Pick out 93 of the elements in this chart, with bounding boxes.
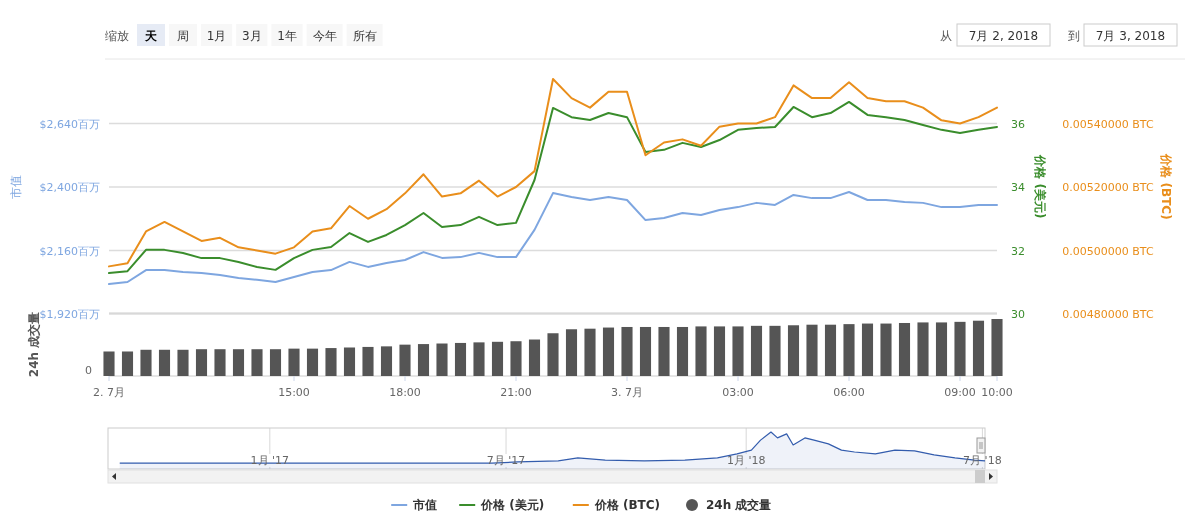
text: 天	[144, 29, 158, 43]
legend-label: 市值	[412, 498, 438, 512]
x-tick-label: 2. 7月	[93, 386, 125, 399]
text: 所有	[352, 29, 377, 43]
bar	[269, 349, 282, 376]
bar	[584, 328, 596, 376]
bar	[898, 322, 911, 376]
bar	[824, 324, 837, 376]
bar	[473, 342, 485, 376]
legend-label: 24h 成交量	[706, 498, 772, 512]
text: 3月	[241, 29, 262, 43]
text: 周	[177, 29, 189, 43]
bar	[232, 349, 245, 376]
text: 1月	[206, 29, 227, 43]
line-series	[108, 191, 998, 286]
bar	[972, 320, 985, 376]
bar	[676, 326, 689, 376]
bar	[547, 333, 559, 376]
y-tick-label: $2,400百万	[39, 181, 100, 194]
bar	[528, 339, 541, 376]
y-tick-label: $1,920百万	[39, 308, 100, 321]
y3-tick-label: 0.00540000 BTC	[1062, 117, 1154, 131]
bar	[177, 349, 189, 376]
text: 7月 2, 2018	[968, 29, 1039, 43]
y3-tick-label: 0.00480000 BTC	[1062, 308, 1154, 321]
bar	[658, 326, 670, 376]
bar	[436, 343, 448, 376]
x-tick-label: 1月 '18	[726, 454, 766, 467]
bar	[491, 341, 504, 376]
bar	[158, 349, 171, 376]
bar	[806, 324, 818, 376]
bar	[639, 326, 652, 376]
bar	[362, 346, 374, 376]
bar	[935, 322, 948, 376]
bar	[954, 321, 966, 376]
bar	[843, 324, 855, 376]
text: 0	[85, 364, 92, 377]
bar	[917, 322, 929, 376]
bar	[713, 326, 726, 376]
bar	[103, 351, 115, 376]
y3-tick-label: 0.00500000 BTC	[1062, 244, 1154, 258]
x-tick-label: 18:00	[389, 386, 421, 399]
y2-axis-title: 价格 (美元)	[1033, 154, 1047, 219]
x-tick-label: 3. 7月	[611, 386, 643, 399]
y3-axis-title: 价格 (BTC)	[1159, 153, 1173, 220]
bar	[880, 323, 892, 376]
bar	[306, 348, 319, 376]
text: 从	[940, 29, 952, 43]
bar	[343, 347, 356, 376]
bar	[787, 325, 800, 376]
bar	[140, 349, 152, 376]
bar	[510, 341, 522, 376]
x-tick-label: 15:00	[278, 386, 310, 399]
bar	[769, 325, 781, 376]
y2-tick-label: 30	[1011, 308, 1025, 321]
y3-tick-label: 0.00520000 BTC	[1062, 181, 1154, 194]
text: 缩放	[105, 29, 129, 43]
y-axis-title: 市值	[9, 175, 23, 199]
bar	[732, 326, 744, 376]
y2-tick-label: 32	[1011, 244, 1025, 258]
bar	[750, 325, 763, 376]
legend-label: 价格 (BTC)	[593, 498, 661, 512]
legend-label: 价格 (美元)	[480, 498, 545, 512]
bar	[991, 319, 1003, 376]
bar	[251, 349, 263, 376]
bar	[861, 323, 874, 376]
bar	[214, 349, 226, 376]
bar	[417, 344, 430, 376]
x-tick-label: 09:00	[944, 386, 976, 399]
bar	[621, 326, 633, 376]
bar	[454, 342, 467, 376]
bar	[325, 348, 337, 376]
text: 到	[1068, 29, 1080, 43]
bar	[695, 326, 707, 376]
text: 今年	[312, 29, 337, 43]
y-tick-label: $2,160百万	[39, 244, 100, 258]
y-tick-label: $2,640百万	[39, 117, 100, 131]
x-tick-label: 21:00	[500, 386, 532, 399]
bar	[565, 329, 578, 376]
bar	[602, 327, 615, 376]
x-tick-label: 10:00	[981, 386, 1013, 399]
text: 7月 3, 2018	[1095, 29, 1166, 43]
x-tick-label: 06:00	[833, 386, 865, 399]
y2-tick-label: 36	[1011, 117, 1025, 131]
y-axis-title: 24h 成交量	[27, 311, 41, 378]
x-tick-label: 03:00	[722, 386, 754, 399]
bar	[399, 344, 411, 376]
bar	[195, 349, 208, 376]
bar	[288, 348, 300, 376]
bar	[380, 346, 393, 376]
y2-tick-label: 34	[1011, 181, 1025, 194]
bar	[121, 351, 134, 376]
text: 1年	[277, 29, 297, 43]
